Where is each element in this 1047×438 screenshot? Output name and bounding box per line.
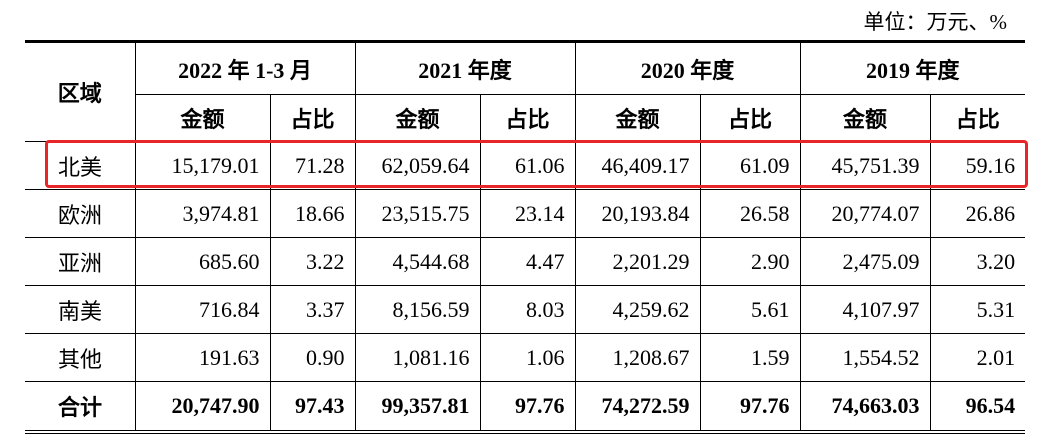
cell: 20,193.84 (574, 189, 701, 238)
cell: 685.60 (134, 237, 271, 286)
subheader: 占比 (699, 94, 801, 142)
cell: 23,515.75 (354, 189, 481, 238)
data-row: 亚洲 685.60 3.22 4,544.68 4.47 2,201.29 2.90 2,47… (25, 237, 1026, 286)
cell: 1.59 (699, 333, 801, 382)
cell: 45,751.39 (799, 141, 931, 190)
period-header: 2021 年度 (354, 40, 576, 95)
cell: 4.47 (479, 237, 576, 286)
cell: 23.14 (479, 189, 576, 238)
cell: 20,774.07 (799, 189, 931, 238)
cell: 1,208.67 (574, 333, 701, 382)
cell: 5.61 (699, 285, 801, 334)
region-name: 亚洲 (25, 237, 136, 286)
cell: 3,974.81 (134, 189, 271, 238)
region-name: 合计 (25, 381, 136, 434)
subheader: 占比 (479, 94, 576, 142)
cell: 4,107.97 (799, 285, 931, 334)
cell: 26.58 (699, 189, 801, 238)
region-name: 欧洲 (25, 189, 136, 238)
cell: 97.43 (269, 381, 356, 434)
subheader: 占比 (929, 94, 1026, 142)
cell: 1,081.16 (354, 333, 481, 382)
data-row: 欧洲 3,974.81 18.66 23,515.75 23.14 20,193.84 26… (25, 189, 1026, 238)
cell: 8.03 (479, 285, 576, 334)
cell: 3.22 (269, 237, 356, 286)
subheader: 金额 (799, 94, 931, 142)
cell: 97.76 (699, 381, 801, 434)
subheader: 占比 (269, 94, 356, 142)
cell: 0.90 (269, 333, 356, 382)
cell: 74,663.03 (799, 381, 931, 434)
cell: 71.28 (269, 141, 356, 190)
cell: 61.09 (699, 141, 801, 190)
cell: 5.31 (929, 285, 1026, 334)
cell: 74,272.59 (574, 381, 701, 434)
subheader: 金额 (354, 94, 481, 142)
cell: 20,747.90 (134, 381, 271, 434)
cell: 26.86 (929, 189, 1026, 238)
cell: 1.06 (479, 333, 576, 382)
cell: 3.37 (269, 285, 356, 334)
data-row: 北美 15,179.01 71.28 62,059.64 61.06 46,409.17 6… (25, 141, 1026, 190)
unit-note: 单位：万元、% (863, 10, 1008, 34)
cell: 96.54 (929, 381, 1026, 434)
cell: 191.63 (134, 333, 271, 382)
cell: 2,201.29 (574, 237, 701, 286)
cell: 46,409.17 (574, 141, 701, 190)
region-name: 北美 (25, 141, 136, 190)
subheader-row: 金额 占比 金额 占比 金额 占比 金额 占比 (25, 94, 1026, 142)
period-header: 2020 年度 (574, 40, 801, 95)
data-row: 其他 191.63 0.90 1,081.16 1.06 1,208.67 1.59 1,55… (25, 333, 1026, 382)
subheader: 金额 (574, 94, 701, 142)
region-name: 南美 (25, 285, 136, 334)
cell: 15,179.01 (134, 141, 271, 190)
region-table: 区域 2022 年 1-3 月 2021 年度 2020 年度 2019 年度 金额 占比金… (25, 40, 1026, 434)
cell: 716.84 (134, 285, 271, 334)
period-header: 2022 年 1-3 月 (134, 40, 356, 95)
cell: 2.90 (699, 237, 801, 286)
cell: 61.06 (479, 141, 576, 190)
cell: 2,475.09 (799, 237, 931, 286)
cell: 2.01 (929, 333, 1026, 382)
cell: 1,554.52 (799, 333, 931, 382)
highlight-box (45, 140, 1028, 188)
cell: 59.16 (929, 141, 1026, 190)
cell: 99,357.81 (354, 381, 481, 434)
cell: 4,259.62 (574, 285, 701, 334)
cell: 8,156.59 (354, 285, 481, 334)
data-row: 南美 716.84 3.37 8,156.59 8.03 4,259.62 5.61 4,10… (25, 285, 1026, 334)
cell: 97.76 (479, 381, 576, 434)
header-row: 区域 2022 年 1-3 月 2021 年度 2020 年度 2019 年度 (25, 40, 1026, 142)
cell: 4,544.68 (354, 237, 481, 286)
cell: 18.66 (269, 189, 356, 238)
period-header: 2019 年度 (799, 40, 1026, 95)
data-row: 合计 20,747.90 97.43 99,357.81 97.76 74,272.59 9… (25, 381, 1026, 434)
subheader: 金额 (135, 94, 271, 142)
cell: 3.20 (929, 237, 1026, 286)
region-header: 区域 (25, 40, 136, 142)
region-name: 其他 (25, 333, 136, 382)
